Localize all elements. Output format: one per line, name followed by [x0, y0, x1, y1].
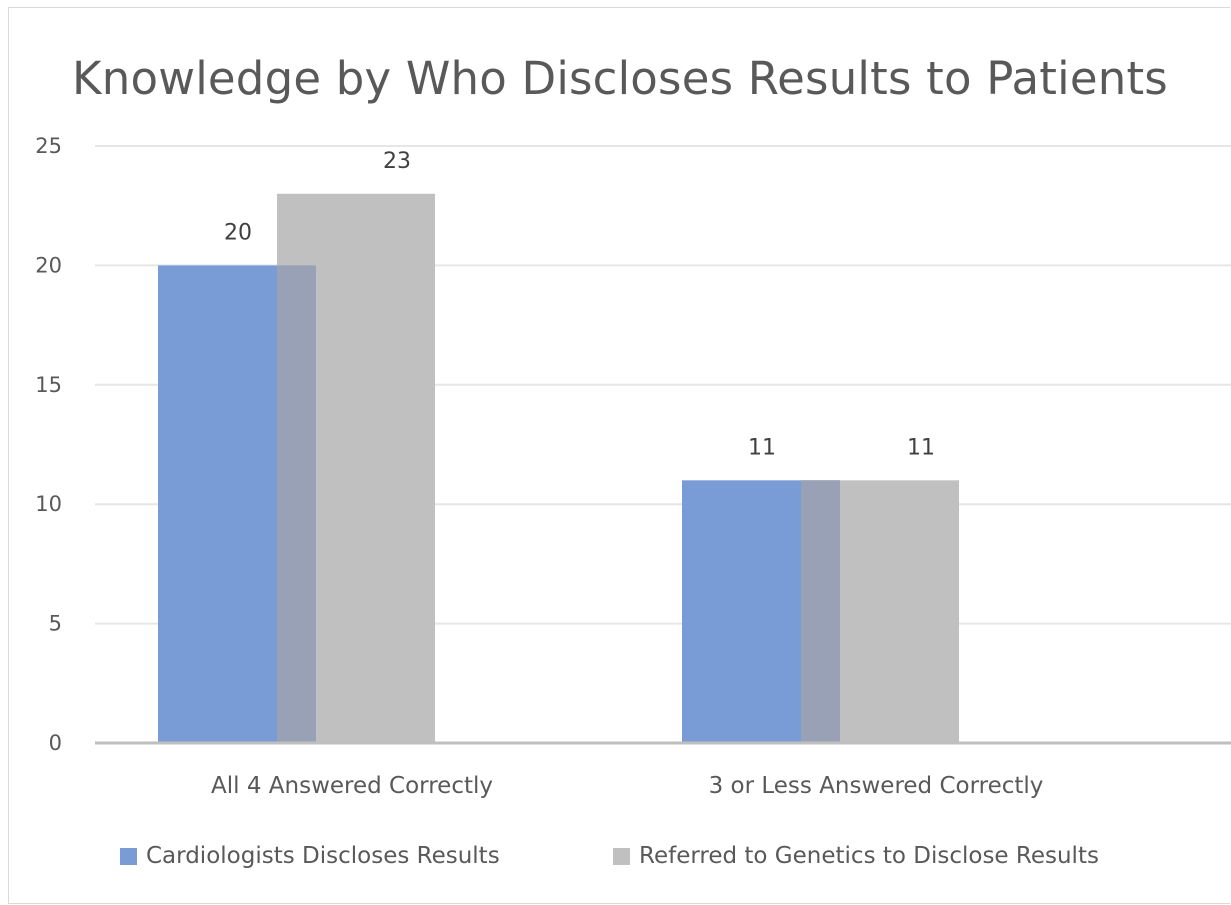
bar-overlap-1: [801, 480, 840, 743]
plot-area: 0 5 10 15 20 25 20 23 All 4 Answered Correctly 11…: [35, 134, 1231, 799]
legend-item-genetics: Referred to Genetics to Disclose Results: [613, 838, 1099, 874]
legend-swatch-cardiologists: [120, 847, 137, 865]
data-label-genetics-0: 23: [383, 149, 411, 174]
legend-label-cardiologists: Cardiologists Discloses Results: [146, 843, 500, 869]
data-label-cardiologists-0: 20: [224, 220, 252, 245]
y-tick-label-5: 5: [49, 612, 62, 636]
y-tick-label-10: 10: [35, 492, 62, 516]
data-label-genetics-1: 11: [907, 435, 935, 460]
legend-item-cardiologists: Cardiologists Discloses Results: [120, 838, 500, 874]
x-category-label-0: All 4 Answered Correctly: [211, 773, 493, 799]
bar-overlap-0: [277, 265, 316, 743]
legend-swatch-genetics: [613, 847, 630, 865]
y-tick-label-0: 0: [49, 731, 62, 755]
data-label-cardiologists-1: 11: [748, 435, 776, 460]
chart-title: Knowledge by Who Discloses Results to Pa…: [72, 52, 1168, 105]
y-tick-label-20: 20: [35, 253, 62, 277]
legend-label-genetics: Referred to Genetics to Disclose Results: [639, 843, 1099, 869]
y-tick-label-25: 25: [35, 134, 62, 158]
y-tick-label-15: 15: [35, 373, 62, 397]
x-category-label-1: 3 or Less Answered Correctly: [709, 773, 1044, 799]
legend: Cardiologists Discloses Results Referred…: [0, 838, 1231, 874]
